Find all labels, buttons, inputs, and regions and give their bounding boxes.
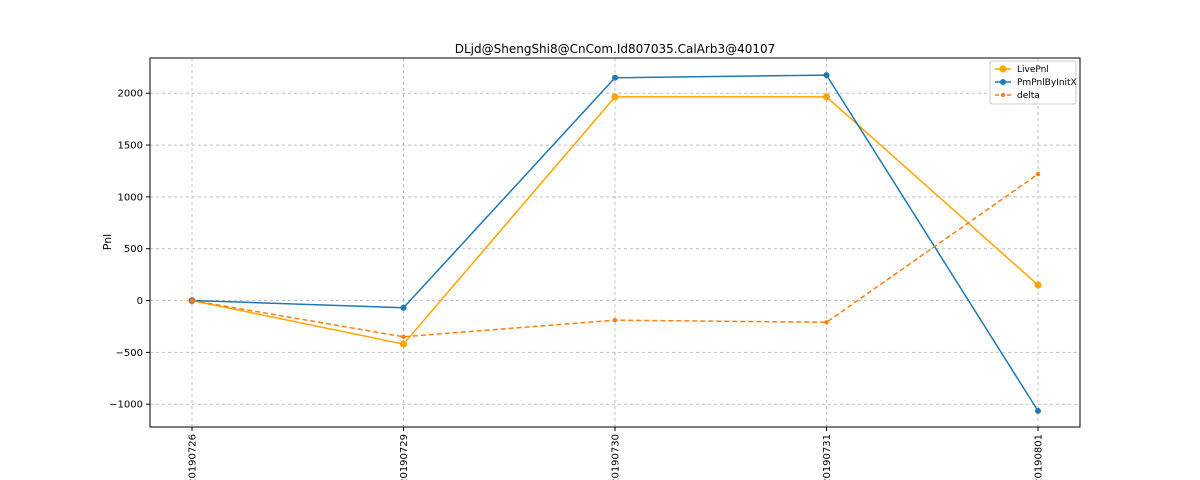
data-point	[1035, 407, 1041, 414]
legend-label: LivePnl	[1017, 65, 1049, 75]
x-tick-label: 20190730	[611, 434, 622, 480]
data-point	[189, 298, 195, 303]
y-tick-label: 500	[124, 244, 143, 255]
y-tick-label: 0	[137, 296, 143, 307]
x-axis-ticks: 20190726 20190729 20190730 20190731 20190801	[188, 427, 1045, 480]
data-point	[612, 74, 618, 81]
data-point	[399, 340, 408, 348]
y-tick-label: 2000	[118, 89, 143, 100]
legend-marker	[1000, 79, 1006, 85]
y-tick-label: 1500	[118, 141, 143, 152]
y-tick-label: −500	[116, 348, 143, 359]
legend-marker	[1000, 92, 1006, 98]
x-tick-label: 20190801	[1034, 434, 1045, 480]
legend-label: delta	[1017, 91, 1040, 101]
data-point	[611, 93, 619, 101]
x-tick-label: 20190726	[188, 434, 199, 480]
data-point	[1034, 281, 1042, 289]
y-tick-label: 1000	[118, 192, 143, 203]
data-point	[1035, 171, 1041, 177]
y-axis-label: Pnl	[101, 234, 114, 250]
series-layer	[188, 72, 1042, 414]
data-point	[401, 334, 406, 340]
legend: LivePnl PmPnlByInitX delta	[989, 60, 1077, 105]
series-delta	[189, 171, 1041, 340]
legend-entry: delta	[995, 91, 1040, 101]
y-axis-ticks: −1000 −500 0 500 1000 1500 2000	[109, 89, 150, 411]
data-point	[824, 320, 829, 325]
legend-entry: LivePnl	[995, 65, 1049, 75]
legend-entry: PmPnlByInitX	[995, 78, 1077, 88]
plot-area-frame	[149, 57, 1081, 428]
data-point	[823, 72, 830, 79]
data-point	[400, 304, 407, 311]
legend-box	[989, 60, 1077, 105]
x-tick-label: 20190729	[399, 434, 410, 480]
legend-label: PmPnlByInitX	[1017, 78, 1077, 88]
grid	[150, 58, 1080, 427]
chart-title: DLjd@ShengShi8@CnCom.Id807035.CalArb3@40…	[455, 42, 776, 56]
x-tick-label: 20190731	[822, 434, 833, 480]
legend-marker	[999, 65, 1007, 73]
data-point	[612, 318, 618, 323]
y-tick-label: −1000	[109, 400, 143, 411]
data-point	[822, 93, 831, 101]
